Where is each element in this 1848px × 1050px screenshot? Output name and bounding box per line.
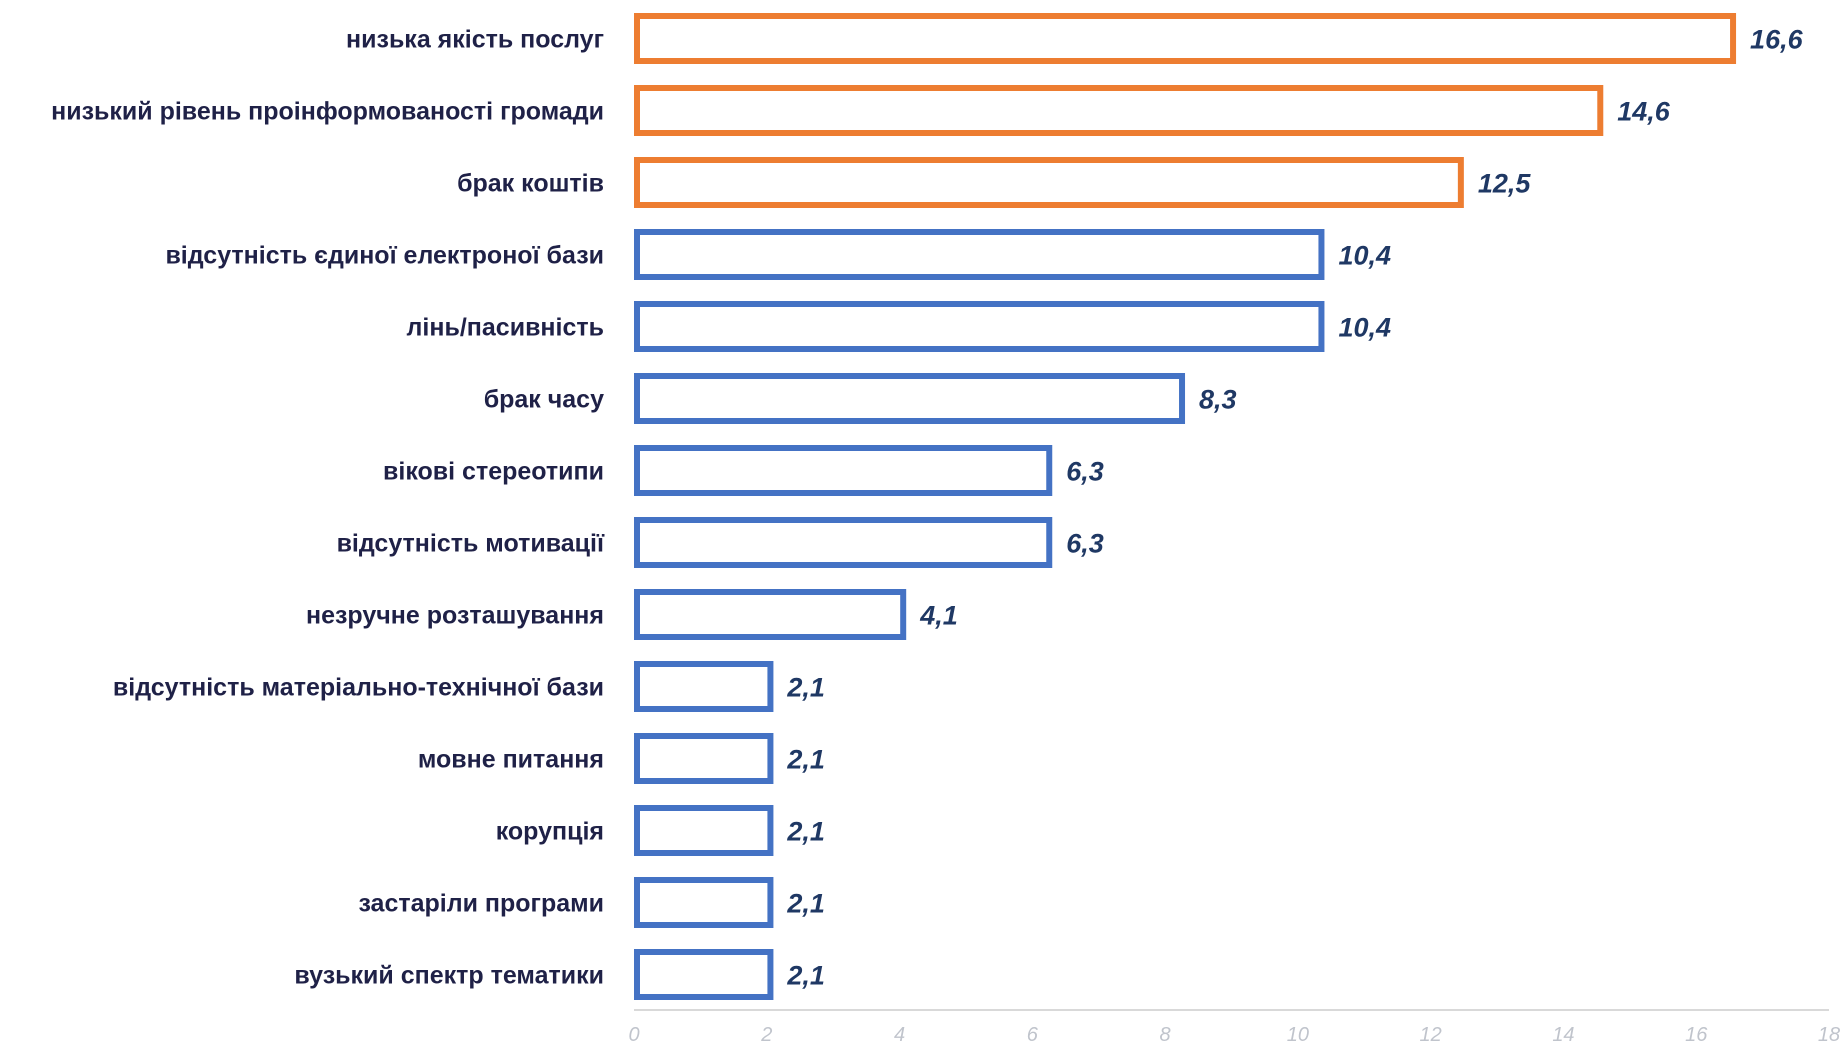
bar-1 bbox=[634, 85, 1604, 136]
category-label-0: низька якість послуг bbox=[346, 26, 604, 54]
x-axis-ticks: 0 2 4 6 8 10 12 14 16 18 bbox=[628, 1024, 1840, 1046]
value-label-0: 16,6 bbox=[1750, 25, 1804, 55]
x-tick-label-3: 6 bbox=[1027, 1024, 1039, 1046]
x-tick-label-9: 18 bbox=[1818, 1024, 1840, 1046]
value-label-8: 4,1 bbox=[919, 601, 958, 631]
value-label-4: 10,4 bbox=[1338, 313, 1391, 343]
category-label-3: відсутність єдиної електроної бази bbox=[165, 242, 604, 270]
x-tick-label-8: 16 bbox=[1685, 1024, 1708, 1046]
bar-7 bbox=[634, 517, 1053, 568]
value-label-3: 10,4 bbox=[1338, 241, 1391, 271]
bar-8 bbox=[634, 589, 907, 640]
bar-12 bbox=[634, 877, 774, 928]
value-label-10: 2,1 bbox=[786, 745, 825, 775]
x-tick-label-1: 2 bbox=[760, 1024, 772, 1046]
bar-5 bbox=[634, 373, 1186, 424]
x-tick-label-2: 4 bbox=[894, 1024, 905, 1046]
value-label-12: 2,1 bbox=[786, 889, 825, 919]
x-tick-label-4: 8 bbox=[1160, 1024, 1171, 1046]
value-label-6: 6,3 bbox=[1066, 457, 1104, 487]
category-label-13: вузький спектр тематики bbox=[294, 962, 604, 990]
value-label-2: 12,5 bbox=[1478, 169, 1532, 199]
category-label-12: застаріли програми bbox=[358, 890, 604, 918]
category-label-4: лінь/пасивність bbox=[407, 314, 604, 342]
x-tick-label-5: 10 bbox=[1287, 1024, 1309, 1046]
bar-10 bbox=[634, 733, 774, 784]
x-tick-label-6: 12 bbox=[1420, 1024, 1442, 1046]
category-label-10: мовне питання bbox=[418, 746, 604, 774]
bar-3 bbox=[634, 229, 1325, 280]
bar-6 bbox=[634, 445, 1053, 496]
value-labels: 16,6 14,6 12,5 10,4 10,4 8,3 6,3 6,3 4,1 2,1 2,1 2,… bbox=[786, 25, 1803, 991]
bar-0 bbox=[634, 13, 1737, 64]
x-tick-label-7: 14 bbox=[1552, 1024, 1574, 1046]
bars-group bbox=[634, 13, 1737, 1000]
value-label-5: 8,3 bbox=[1199, 385, 1237, 415]
category-label-5: брак часу bbox=[484, 386, 604, 414]
value-label-11: 2,1 bbox=[786, 817, 825, 847]
category-label-6: вікові стереотипи bbox=[383, 458, 604, 486]
category-label-7: відсутність мотивації bbox=[337, 530, 605, 558]
bar-4 bbox=[634, 301, 1325, 352]
value-label-13: 2,1 bbox=[786, 961, 825, 991]
category-label-2: брак коштів bbox=[457, 170, 604, 198]
bar-11 bbox=[634, 805, 774, 856]
bar-9 bbox=[634, 661, 774, 712]
x-tick-label-0: 0 bbox=[628, 1024, 639, 1046]
category-label-1: низький рівень проінформованості громади bbox=[51, 98, 604, 126]
value-label-7: 6,3 bbox=[1066, 529, 1104, 559]
value-label-1: 14,6 bbox=[1617, 97, 1671, 127]
value-label-9: 2,1 bbox=[786, 673, 825, 703]
category-labels: низька якість послуг низький рівень проін… bbox=[51, 26, 605, 990]
category-label-8: незручне розташування bbox=[306, 602, 604, 630]
category-label-9: відсутність матеріально-технічної бази bbox=[113, 674, 604, 702]
bar-2 bbox=[634, 157, 1464, 208]
category-label-11: корупція bbox=[496, 818, 604, 846]
bar-13 bbox=[634, 949, 774, 1000]
